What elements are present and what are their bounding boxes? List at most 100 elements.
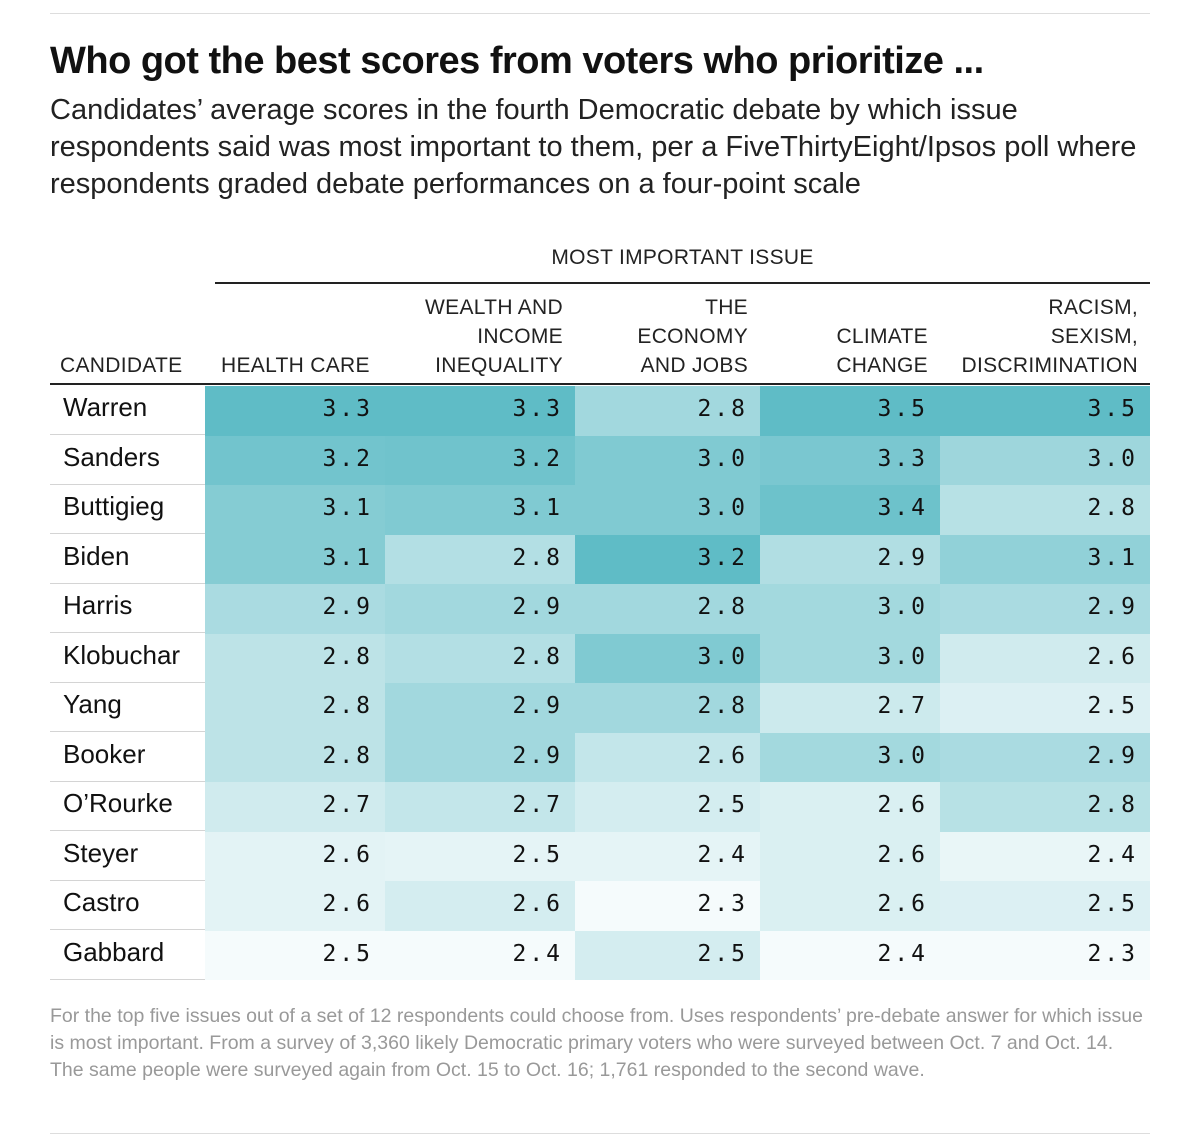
score-cell: 2.8	[205, 633, 385, 683]
score-value: 2.6	[877, 841, 928, 868]
score-value: 2.7	[322, 792, 373, 818]
score-value: 3.2	[512, 445, 563, 472]
table-row: Gabbard 2.5 2.4 2.5 2.4 2.3	[50, 930, 1150, 980]
score-cell: 3.0	[575, 435, 760, 485]
score-value: 2.6	[512, 891, 563, 917]
score-cell: 3.5	[760, 386, 940, 436]
column-header-racism-sexism-discrimination: RACISM, SEXISM, DISCRIMINATION	[961, 296, 1138, 377]
score-cell: 3.0	[760, 584, 940, 634]
table-row: Buttigieg 3.1 3.1 3.0 3.4 2.8	[50, 485, 1150, 535]
score-cell: 3.0	[940, 435, 1150, 485]
score-value: 3.1	[322, 544, 373, 571]
score-value: 2.9	[322, 594, 373, 620]
score-value: 2.5	[1087, 693, 1138, 719]
score-value: 2.3	[1087, 940, 1138, 967]
candidate-name-cell: Castro	[50, 881, 205, 930]
candidate-name: Yang	[63, 689, 122, 719]
table-row: Klobuchar 2.8 2.8 3.0 3.0 2.6	[50, 633, 1150, 683]
score-value: 2.5	[512, 841, 563, 868]
score-cell: 2.4	[760, 930, 940, 980]
score-value: 2.9	[512, 693, 563, 719]
score-value: 3.5	[877, 396, 928, 422]
table-row: Biden 3.1 2.8 3.2 2.9 3.1	[50, 534, 1150, 584]
score-cell: 2.6	[205, 881, 385, 931]
score-cell: 2.5	[575, 930, 760, 980]
score-cell: 2.8	[575, 584, 760, 634]
score-value: 3.0	[877, 643, 928, 670]
candidate-name: Steyer	[63, 837, 139, 868]
candidate-name: Booker	[63, 738, 146, 769]
score-value: 2.8	[512, 643, 563, 670]
score-cell: 2.7	[385, 782, 575, 832]
bottom-divider	[50, 1133, 1150, 1134]
score-cell: 2.9	[940, 732, 1150, 782]
score-cell: 2.3	[940, 930, 1150, 980]
score-value: 2.9	[512, 742, 563, 769]
candidate-name-cell: Sanders	[50, 436, 205, 485]
candidate-name-cell: Booker	[50, 733, 205, 782]
score-value: 2.8	[697, 396, 748, 422]
score-value: 2.7	[512, 792, 563, 818]
score-value: 2.5	[1087, 891, 1138, 917]
score-value: 2.6	[322, 891, 373, 917]
score-value: 2.9	[1087, 742, 1138, 769]
column-header-row: CANDIDATE HEALTH CARE WEALTH AND INCOME INEQ…	[50, 290, 1150, 380]
score-value: 2.6	[877, 891, 928, 917]
score-cell: 2.3	[575, 881, 760, 931]
score-cell: 2.6	[760, 782, 940, 832]
score-cell: 2.9	[385, 683, 575, 733]
score-cell: 2.8	[205, 732, 385, 782]
score-cell: 2.4	[940, 831, 1150, 881]
score-value: 2.8	[322, 693, 373, 719]
score-value: 2.8	[697, 594, 748, 620]
score-cell: 2.6	[205, 831, 385, 881]
score-value: 3.1	[1087, 544, 1138, 571]
score-value: 2.9	[877, 544, 928, 571]
score-value: 3.0	[697, 445, 748, 472]
candidate-name-cell: Gabbard	[50, 931, 205, 980]
score-cell: 2.9	[205, 584, 385, 634]
candidate-name: Gabbard	[63, 936, 165, 967]
score-value: 2.9	[512, 594, 563, 620]
score-cell: 3.2	[575, 534, 760, 584]
score-cell: 2.4	[385, 930, 575, 980]
footnote: For the top five issues out of a set of …	[50, 1005, 1143, 1081]
score-cell: 3.3	[205, 386, 385, 436]
column-header-rule	[50, 383, 1150, 385]
table-row: Sanders 3.2 3.2 3.0 3.3 3.0	[50, 435, 1150, 485]
score-cell: 2.9	[940, 584, 1150, 634]
score-value: 3.4	[877, 495, 928, 521]
score-value: 2.6	[697, 742, 748, 769]
column-header-climate-change: CLIMATE CHANGE	[836, 325, 928, 377]
candidate-name-cell: Harris	[50, 584, 205, 633]
score-value: 3.1	[322, 495, 373, 521]
score-cell: 2.8	[575, 386, 760, 436]
score-value: 2.4	[1087, 841, 1138, 868]
score-value: 2.5	[697, 792, 748, 818]
candidate-name-cell: Biden	[50, 535, 205, 584]
score-value: 3.0	[697, 643, 748, 670]
score-table: Warren 3.3 3.3 2.8 3.5 3.5 Sanders 3.2 3.2 3.0 3.3…	[50, 386, 1150, 980]
group-header-rule	[215, 282, 1150, 284]
score-cell: 2.5	[940, 683, 1150, 733]
score-cell: 2.9	[385, 732, 575, 782]
score-cell: 2.6	[575, 732, 760, 782]
candidate-name-cell: Yang	[50, 683, 205, 732]
candidate-name-cell: Warren	[50, 386, 205, 435]
score-cell: 3.1	[205, 534, 385, 584]
score-value: 2.4	[512, 940, 563, 967]
score-cell: 3.1	[940, 534, 1150, 584]
score-cell: 2.7	[760, 683, 940, 733]
score-cell: 2.8	[940, 485, 1150, 535]
column-header-the-economy-and-jobs: THE ECONOMY AND JOBS	[637, 296, 748, 377]
candidate-name: Biden	[63, 540, 130, 571]
score-cell: 2.6	[760, 831, 940, 881]
score-value: 3.3	[877, 445, 928, 472]
score-cell: 2.9	[760, 534, 940, 584]
candidate-name: Warren	[63, 392, 148, 422]
score-cell: 3.3	[385, 386, 575, 436]
score-value: 2.7	[877, 693, 928, 719]
score-value: 3.3	[512, 396, 563, 422]
score-cell: 2.6	[385, 881, 575, 931]
candidate-name-cell: Steyer	[50, 832, 205, 881]
